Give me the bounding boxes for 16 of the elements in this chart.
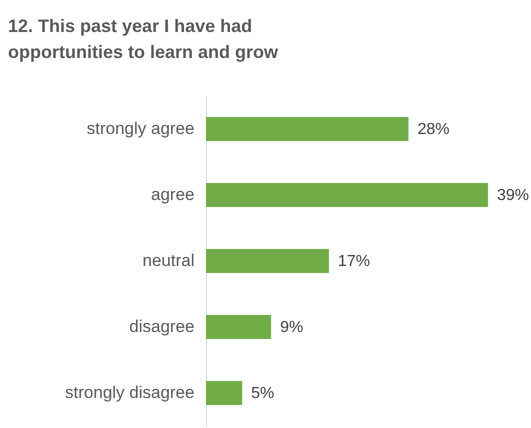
bar [206, 315, 272, 339]
bar [206, 381, 242, 405]
bar [206, 117, 408, 141]
y-tick-label: agree [151, 185, 194, 204]
y-tick-label: neutral [142, 251, 194, 270]
bar [206, 249, 329, 273]
data-label: 39% [497, 187, 530, 204]
y-tick-label: strongly disagree [65, 383, 194, 402]
chart-title: 12. This past year I have had opportunities to learn and grow [8, 16, 279, 62]
data-label: 9% [280, 319, 304, 336]
data-label: 17% [338, 253, 370, 270]
data-label: 5% [251, 385, 274, 402]
bar [206, 183, 488, 207]
y-tick-label: disagree [129, 317, 194, 336]
y-tick-label: strongly agree [86, 119, 194, 138]
data-label: 28% [417, 121, 450, 138]
